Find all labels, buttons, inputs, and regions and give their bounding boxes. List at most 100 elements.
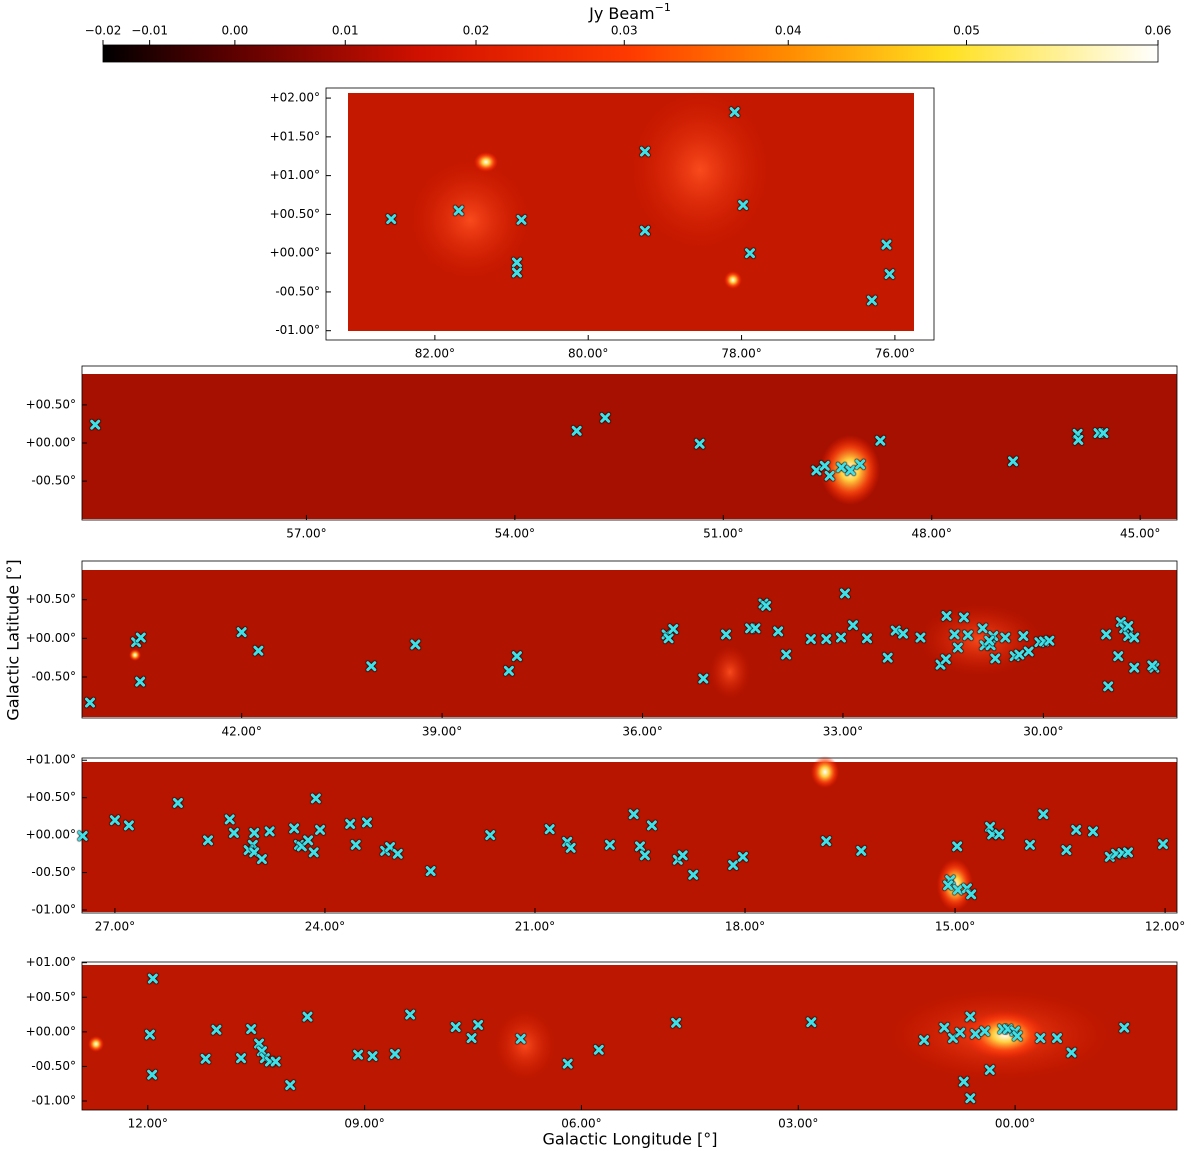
source-marker [1061,845,1072,856]
x-tick-label: 33.00° [823,725,863,739]
y-tick-label: +00.00° [26,828,76,842]
colorbar-tick-label: −0.02 [85,24,122,38]
source-marker [90,419,101,430]
source-marker [1023,646,1034,657]
x-tick-label: 12.00° [1145,920,1185,934]
colorbar-label-text: Jy Beam [588,4,654,23]
colorbar-label: Jy Beam−1 [588,1,671,23]
x-tick-label: 18.00° [725,920,765,934]
source-marker [884,269,895,280]
x-tick-label: 80.00° [568,347,608,361]
source-marker [1044,635,1055,646]
source-marker [389,1048,400,1059]
source-marker [628,809,639,820]
emission [630,90,770,250]
source-marker [1000,632,1011,643]
x-axis-label: Galactic Longitude [°] [543,1130,718,1149]
source-marker [236,627,247,638]
source-marker [425,866,436,877]
source-marker [949,629,960,640]
y-tick-label: +00.00° [26,631,76,645]
colorbar-tick-label: 0.02 [463,24,490,38]
source-marker [1158,839,1168,850]
x-tick-label: 82.00° [415,347,455,361]
source-marker [1087,826,1098,837]
source-marker [353,1049,364,1060]
source-marker [544,824,555,835]
source-marker [1113,651,1124,662]
source-marker [453,205,464,216]
source-marker [1123,620,1134,631]
x-tick-label: 48.00° [912,527,952,541]
source-marker [203,835,214,846]
source-marker [511,651,522,662]
source-marker [562,1058,573,1069]
source-marker [1129,632,1140,643]
source-marker [200,1053,211,1064]
source-marker [806,1017,817,1028]
colorbar-tick-label: −0.01 [131,24,168,38]
source-marker [688,869,699,880]
colorbar-tick-label: 0.05 [953,24,980,38]
colorbar: Jy Beam−1 [102,1,1159,63]
source-marker [1018,631,1029,642]
source-marker [249,847,260,858]
source-marker [835,632,846,643]
source-marker [970,1028,981,1039]
source-marker [750,623,761,634]
x-tick-label: 12.00° [128,1117,168,1131]
y-axis-label: Galactic Latitude [°] [4,559,23,720]
source-marker [862,633,873,644]
source-marker [639,225,650,236]
source-marker [392,848,403,859]
source-marker [639,146,650,157]
source-marker [289,823,300,834]
source-marker [952,642,963,653]
source-marker [881,239,892,250]
source-marker [345,818,356,829]
source-marker [302,1011,313,1022]
x-tick-label: 39.00° [422,725,462,739]
source-marker [172,797,183,808]
source-marker [224,814,235,825]
source-marker [285,1080,296,1091]
source-marker [1119,1022,1130,1033]
source-marker [990,653,1001,664]
source-marker [987,829,998,840]
source-marker [761,600,772,611]
colorbar-label-exponent: −1 [655,1,671,14]
source-marker [1098,428,1109,439]
colorbar-tick-label: 0.00 [222,24,249,38]
panel-frame [81,560,1178,719]
y-tick-label: -01.00° [31,1094,76,1108]
source-marker [965,1093,976,1104]
source-marker [405,1009,416,1020]
emission [710,646,750,698]
y-tick-label: +00.50° [26,790,76,804]
y-tick-label: +00.50° [26,397,76,411]
source-marker [955,1027,966,1038]
y-tick-label: +01.50° [270,129,320,143]
source-marker [1073,434,1084,445]
source-marker [962,630,973,641]
source-marker [984,1064,995,1075]
source-marker [1052,1033,1063,1044]
source-marker [466,1033,477,1044]
colorbar-scale [102,44,1159,63]
source-marker [1129,662,1140,673]
source-marker [350,839,361,850]
source-marker [1071,824,1082,835]
source-marker [1012,1031,1023,1041]
source-marker [310,793,321,804]
x-tick-label: 06.00° [561,1117,601,1131]
source-marker [147,973,158,984]
source-marker [663,633,674,644]
source-marker [1103,681,1114,692]
source-marker [600,412,611,423]
source-marker [821,836,832,847]
source-marker [898,628,909,639]
source-marker [211,1024,222,1035]
source-marker [856,845,867,856]
source-marker [866,295,877,306]
y-tick-label: -00.50° [31,1059,76,1073]
